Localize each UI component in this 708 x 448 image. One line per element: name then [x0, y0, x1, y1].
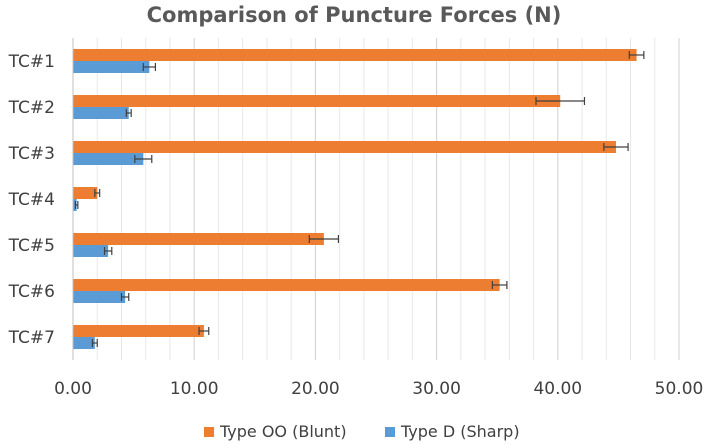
bar-TC4-sharp	[73, 199, 77, 211]
bar-TC1-blunt	[73, 49, 637, 61]
bar-TC2-sharp	[73, 107, 129, 119]
y-tick-label: TC#7	[8, 328, 55, 348]
bar-TC3-blunt	[73, 141, 616, 153]
y-tick-label: TC#2	[8, 98, 55, 118]
bar-TC1-sharp	[73, 61, 150, 73]
bar-TC4-blunt	[73, 187, 98, 199]
y-tick-label: TC#6	[8, 282, 55, 302]
chart-title: Comparison of Puncture Forces (N)	[147, 3, 562, 27]
y-tick-label: TC#5	[8, 236, 55, 256]
y-tick-label: TC#4	[8, 190, 55, 210]
bar-TC7-sharp	[73, 337, 95, 349]
y-tick-label: TC#1	[8, 52, 55, 72]
bar-TC5-sharp	[73, 245, 109, 257]
x-axis: 0.00 10.00 20.00 30.00 40.00 50.00	[54, 379, 703, 399]
bar-TC2-blunt	[73, 95, 561, 107]
bar-TC6-blunt	[73, 279, 500, 291]
legend-swatch-blunt	[204, 427, 214, 437]
error-bars	[74, 51, 645, 347]
x-tick-label: 50.00	[655, 379, 704, 399]
legend-label-blunt: Type OO (Blunt)	[219, 422, 347, 441]
x-tick-label: 30.00	[412, 379, 461, 399]
legend-label-sharp: Type D (Sharp)	[400, 422, 520, 441]
x-tick-label: 10.00	[170, 379, 219, 399]
bar-TC6-sharp	[73, 291, 126, 303]
x-tick-label: 0.00	[54, 379, 92, 399]
gridlines	[96, 38, 680, 360]
bar-TC7-blunt	[73, 325, 204, 337]
y-tick-label: TC#3	[8, 144, 55, 164]
legend-swatch-sharp	[385, 427, 395, 437]
y-axis: TC#1 TC#2 TC#3 TC#4 TC#5 TC#6 TC#7	[8, 38, 74, 360]
bar-TC3-sharp	[73, 153, 144, 165]
bar-TC5-blunt	[73, 233, 324, 245]
bars	[73, 49, 637, 349]
x-tick-label: 20.00	[291, 379, 340, 399]
legend: Type OO (Blunt) Type D (Sharp)	[204, 422, 520, 441]
x-tick-label: 40.00	[533, 379, 582, 399]
